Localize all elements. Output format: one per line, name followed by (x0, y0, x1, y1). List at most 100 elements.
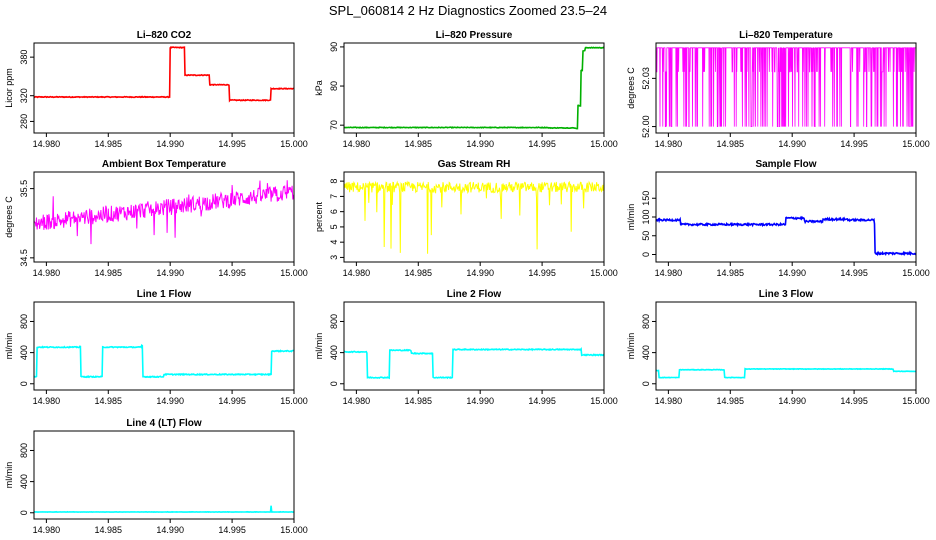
x-tick-label: 14.980 (33, 525, 61, 535)
chart-panel: Line 4 (LT) Flow ml/min 14.980 14.985 14.990… (4, 418, 308, 535)
x-tick-label: 15.000 (902, 396, 930, 406)
y-tick-label: 0 (19, 510, 29, 515)
y-tick-label: 400 (329, 345, 339, 360)
y-tick-label: 0 (641, 381, 651, 386)
y-axis-label: ml/min (4, 462, 14, 489)
plot-frame (343, 171, 605, 263)
x-tick-label: 15.000 (590, 396, 618, 406)
y-tick-label: 280 (19, 114, 29, 129)
x-tick-label: 15.000 (280, 525, 308, 535)
series-line (33, 180, 295, 245)
x-tick-label: 14.995 (528, 396, 556, 406)
x-tick-label: 14.980 (343, 268, 371, 278)
chart-panel: Li–820 Pressure kPa 14.980 14.985 14.990 14.9… (314, 30, 618, 149)
y-tick-label: 800 (19, 443, 29, 458)
chart-title: Line 4 (LT) Flow (126, 418, 202, 429)
chart-title: Li–820 CO2 (137, 30, 192, 41)
x-tick-label: 14.995 (218, 139, 246, 149)
chart-title: Line 2 Flow (447, 289, 502, 300)
x-tick-label: 14.985 (95, 525, 123, 535)
x-tick-label: 14.985 (405, 268, 433, 278)
series-line (655, 215, 917, 257)
chart-title: Gas Stream RH (438, 159, 511, 170)
x-tick-label: 14.980 (655, 139, 683, 149)
y-tick-label: 3 (329, 255, 339, 260)
plot-frame (33, 42, 295, 134)
plot-frame (655, 301, 917, 391)
y-tick-label: 34.5 (19, 249, 29, 267)
x-tick-label: 15.000 (902, 268, 930, 278)
x-tick-label: 14.980 (655, 396, 683, 406)
chart-panel: Li–820 Temperature degrees C 14.980 14.985 1… (626, 30, 930, 149)
y-tick-label: 0 (329, 381, 339, 386)
x-tick-label: 15.000 (280, 139, 308, 149)
y-tick-label: 100 (641, 209, 651, 224)
x-tick-label: 15.000 (280, 396, 308, 406)
y-tick-label: 380 (19, 50, 29, 65)
chart-title: Ambient Box Temperature (102, 159, 227, 170)
x-tick-label: 15.000 (590, 268, 618, 278)
y-tick-label: 70 (329, 120, 339, 130)
plot-frame (33, 171, 295, 263)
series-line (33, 505, 295, 513)
x-tick-label: 14.995 (528, 268, 556, 278)
chart-panel: Sample Flow ml/min 14.980 14.985 14.990 14.99… (626, 159, 930, 278)
x-tick-label: 14.990 (156, 525, 184, 535)
x-tick-label: 14.995 (218, 525, 246, 535)
x-tick-label: 14.985 (95, 396, 123, 406)
y-tick-label: 52.03 (641, 67, 651, 90)
y-axis-label: percent (314, 201, 324, 232)
y-tick-label: 400 (641, 345, 651, 360)
x-tick-label: 14.995 (840, 268, 868, 278)
chart-panel: Ambient Box Temperature degrees C 14.980 14… (4, 159, 308, 278)
y-tick-label: 400 (19, 345, 29, 360)
y-tick-label: 400 (19, 474, 29, 489)
y-axis-label: ml/min (314, 333, 324, 360)
x-tick-label: 14.985 (405, 139, 433, 149)
chart-panel: Line 1 Flow ml/min 14.980 14.985 14.990 14.99… (4, 289, 308, 406)
x-tick-label: 14.985 (717, 396, 745, 406)
chart-title: Line 3 Flow (759, 289, 814, 300)
y-tick-label: 50 (641, 231, 651, 241)
chart-panel: Li–820 CO2 Licor ppm 14.980 14.985 14.990 14.… (4, 30, 308, 149)
y-tick-label: 6 (329, 209, 339, 214)
x-tick-label: 14.995 (528, 139, 556, 149)
figure-title: SPL_060814 2 Hz Diagnostics Zoomed 23.5–… (329, 3, 607, 18)
chart-title: Sample Flow (755, 159, 816, 170)
y-tick-label: 800 (329, 314, 339, 329)
x-tick-label: 14.990 (466, 268, 494, 278)
chart-title: Line 1 Flow (137, 289, 192, 300)
plot-frame (33, 430, 295, 520)
plot-frame (655, 42, 917, 134)
y-tick-label: 5 (329, 224, 339, 229)
chart-title: Li–820 Temperature (739, 30, 833, 41)
series-line (343, 346, 605, 380)
plot-frame (343, 301, 605, 391)
plot-frame (343, 42, 605, 134)
series-line (33, 46, 294, 103)
x-tick-label: 14.995 (840, 139, 868, 149)
x-tick-label: 14.980 (33, 139, 61, 149)
chart-panel: Line 3 Flow ml/min 14.980 14.985 14.990 14.99… (626, 289, 930, 406)
y-tick-label: 0 (641, 252, 651, 257)
x-tick-label: 14.990 (466, 139, 494, 149)
y-axis-label: ml/min (626, 204, 636, 231)
y-tick-label: 800 (641, 314, 651, 329)
x-tick-label: 14.990 (778, 139, 806, 149)
x-tick-label: 14.985 (95, 139, 123, 149)
y-axis-label: ml/min (4, 333, 14, 360)
x-tick-label: 14.985 (405, 396, 433, 406)
x-tick-label: 14.985 (95, 268, 123, 278)
y-axis-label: kPa (314, 80, 324, 96)
y-axis-label: ml/min (626, 333, 636, 360)
x-tick-label: 14.990 (778, 396, 806, 406)
y-tick-label: 35.5 (19, 180, 29, 198)
x-tick-label: 14.980 (33, 268, 61, 278)
y-tick-label: 7 (329, 194, 339, 199)
x-tick-label: 14.995 (218, 396, 246, 406)
plot-frame (655, 171, 917, 263)
x-tick-label: 15.000 (280, 268, 308, 278)
x-tick-label: 14.980 (343, 139, 371, 149)
x-tick-label: 14.990 (156, 139, 184, 149)
